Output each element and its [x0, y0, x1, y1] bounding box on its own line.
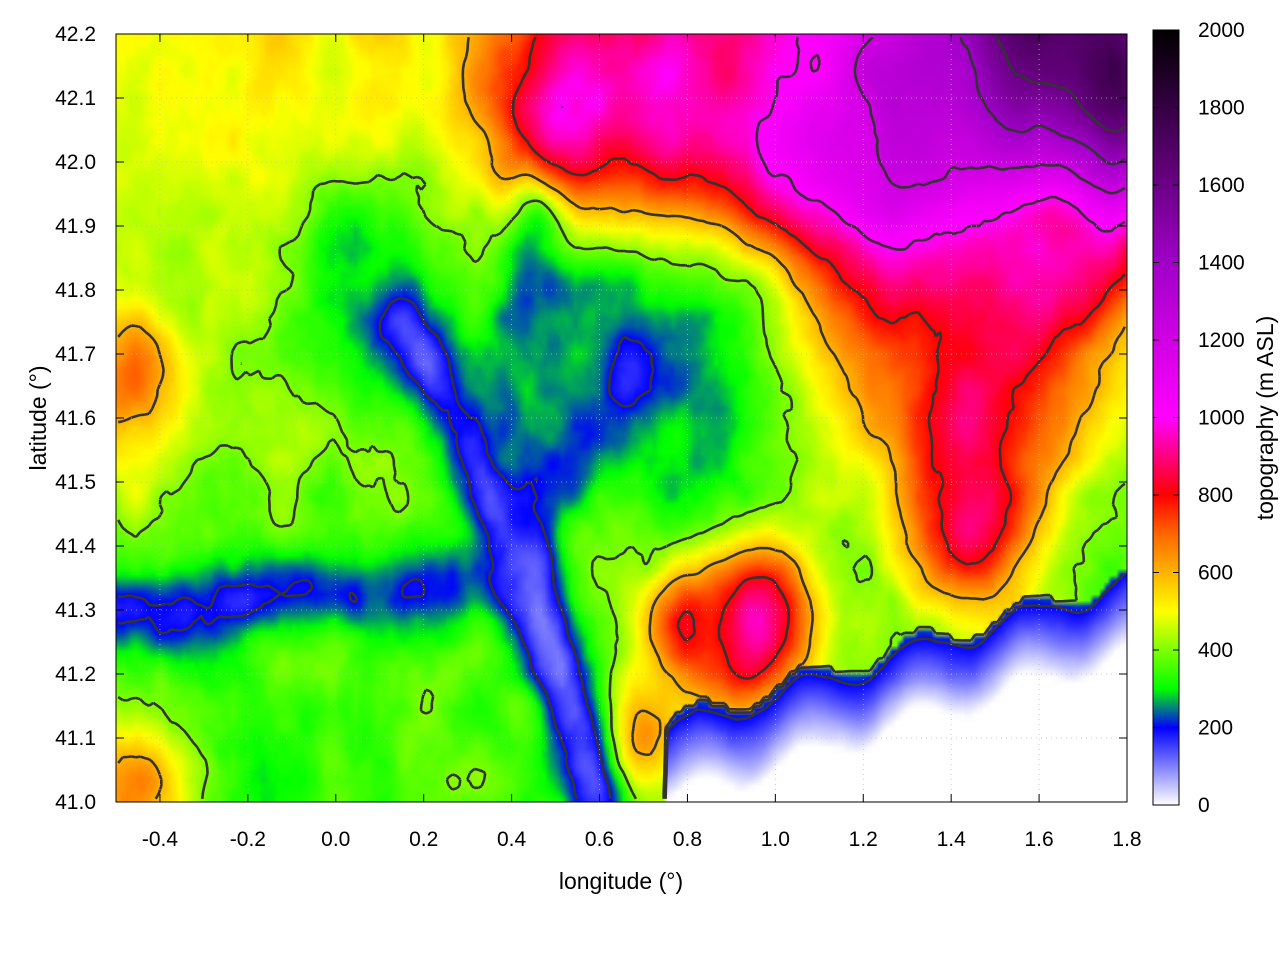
colorbar-title: topography (m ASL) [1252, 316, 1278, 521]
x-tick-label: 0.6 [585, 828, 614, 851]
colorbar-tick-label: 0 [1198, 794, 1210, 817]
y-tick-label: 41.1 [55, 727, 96, 750]
x-tick-label: 1.8 [1112, 828, 1141, 851]
x-tick-label: 1.6 [1024, 828, 1053, 851]
x-tick-label: 0.2 [409, 828, 438, 851]
x-tick-label: 0.4 [497, 828, 527, 851]
colorbar: 0 200 400 600 800 1000 1200 1400 1600 1800 2000 to… [1152, 19, 1278, 817]
y-tick-label: 42.2 [55, 23, 96, 46]
colorbar-tick-label: 2000 [1198, 19, 1245, 42]
x-tick-label: -0.2 [230, 828, 266, 851]
y-tick-label: 42.0 [55, 151, 96, 174]
y-tick-label: 41.0 [55, 791, 96, 814]
y-tick-label: 41.5 [55, 471, 96, 494]
x-tick-label: 1.4 [937, 828, 967, 851]
x-axis-ticks: -0.4 -0.2 0.0 0.2 0.4 0.6 0.8 1.0 1.2 1.4 1.6 1.8 [142, 34, 1142, 851]
x-tick-label: -0.4 [142, 828, 179, 851]
x-tick-label: 1.0 [761, 828, 790, 851]
y-tick-label: 42.1 [55, 87, 96, 110]
y-tick-label: 41.6 [55, 407, 96, 430]
y-tick-label: 41.2 [55, 663, 96, 686]
colorbar-tick-label: 800 [1198, 484, 1233, 507]
y-tick-label: 41.4 [55, 535, 96, 558]
colorbar-tick-label: 1600 [1198, 174, 1245, 197]
y-axis-ticks: 41.0 41.1 41.2 41.3 41.4 41.5 41.6 41.7 41.8 41.9… [55, 23, 1127, 814]
colorbar-tick-label: 200 [1198, 717, 1233, 740]
y-tick-label: 41.3 [55, 599, 96, 622]
contour-lines [117, 36, 1126, 800]
y-axis-title: latitude (°) [25, 365, 51, 470]
colorbar-tick-label: 400 [1198, 639, 1233, 662]
colorbar-tick-label: 1200 [1198, 329, 1245, 352]
colorbar-ticks: 0 200 400 600 800 1000 1200 1400 1600 1800 2000 [1153, 19, 1245, 817]
x-tick-label: 1.2 [849, 828, 878, 851]
y-tick-label: 41.7 [55, 343, 96, 366]
x-tick-label: 0.8 [673, 828, 702, 851]
colorbar-tick-label: 1800 [1198, 97, 1245, 120]
colorbar-tick-label: 1000 [1198, 407, 1245, 430]
colorbar-tick-label: 600 [1198, 562, 1233, 585]
x-axis-title: longitude (°) [559, 868, 683, 894]
x-tick-label: 0.0 [321, 828, 350, 851]
colorbar-tick-label: 1400 [1198, 252, 1245, 275]
y-tick-label: 41.8 [55, 279, 96, 302]
y-tick-label: 41.9 [55, 215, 96, 238]
